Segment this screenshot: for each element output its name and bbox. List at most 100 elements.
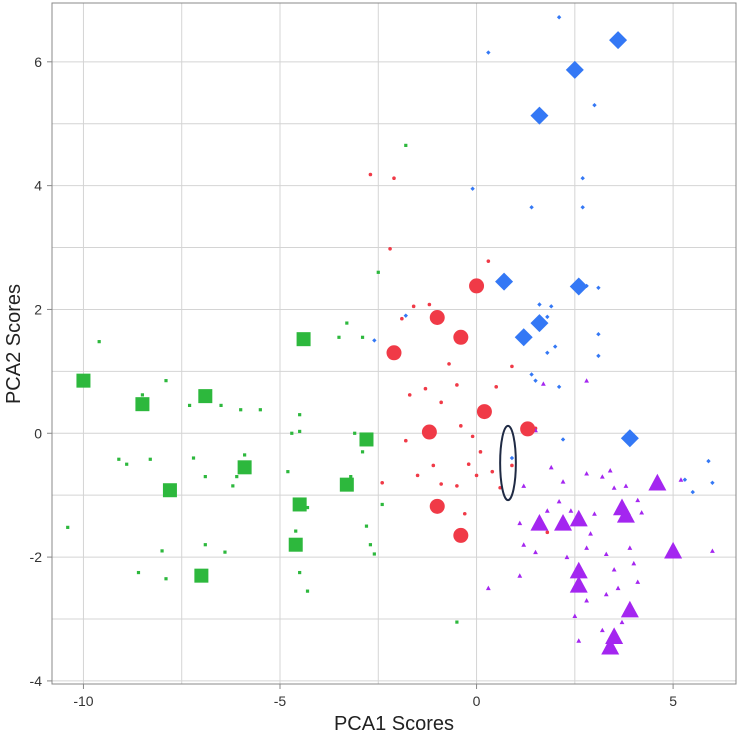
point-circle-small-6 xyxy=(455,383,459,387)
point-diamond-small-12 xyxy=(596,332,601,337)
point-triangle-small-22 xyxy=(603,591,609,597)
point-diamond-small-25 xyxy=(372,338,377,343)
point-triangle-small-24 xyxy=(584,598,590,603)
point-square-small-24 xyxy=(298,570,302,575)
point-square-small-19 xyxy=(258,408,262,412)
point-triangle-large-6 xyxy=(664,541,683,559)
point-square-small-33 xyxy=(372,552,376,556)
point-diamond-large-4 xyxy=(569,277,588,296)
point-square-small-5 xyxy=(148,457,152,461)
point-triangle-small-13 xyxy=(517,520,523,526)
point-square-small-32 xyxy=(368,543,373,547)
grid-lines xyxy=(52,3,736,684)
point-square-small-34 xyxy=(376,270,380,274)
point-triangle-small-8 xyxy=(639,510,645,515)
point-diamond-large-3 xyxy=(495,272,514,291)
point-diamond-large-6 xyxy=(514,328,533,347)
point-diamond-small-22 xyxy=(690,489,695,495)
point-triangle-large-3 xyxy=(569,509,588,527)
point-triangle-small-38 xyxy=(521,483,527,488)
point-triangle-large-2 xyxy=(616,505,635,523)
point-triangle-small-23 xyxy=(615,585,621,591)
point-square-small-37 xyxy=(66,525,70,529)
point-circle-small-9 xyxy=(439,400,443,405)
point-square-small-3 xyxy=(136,570,141,575)
point-square-small-2 xyxy=(125,462,129,466)
point-triangle-small-29 xyxy=(635,579,641,584)
point-circle-large-1 xyxy=(429,309,445,325)
point-circle-small-27 xyxy=(545,530,550,535)
point-circle-small-11 xyxy=(415,473,420,478)
tick-labels: -10 -5 0 5 -4 -2 0 2 4 6 xyxy=(30,54,678,709)
point-square-small-35 xyxy=(380,502,384,507)
point-triangle-large-8 xyxy=(569,575,588,593)
point-diamond-small-21 xyxy=(706,458,711,464)
point-triangle-small-4 xyxy=(599,474,605,479)
point-triangle-small-30 xyxy=(678,477,684,482)
point-triangle-small-15 xyxy=(533,549,538,555)
point-square-small-23 xyxy=(298,429,302,434)
point-square-small-18 xyxy=(243,453,247,457)
point-circle-small-0 xyxy=(368,172,373,177)
point-triangle-small-35 xyxy=(517,573,523,578)
point-square-small-10 xyxy=(191,456,196,460)
point-circle-small-8 xyxy=(407,393,412,397)
point-diamond-small-1 xyxy=(486,50,491,55)
point-diamond-small-18 xyxy=(556,384,562,390)
point-square-large-9 xyxy=(339,477,354,492)
y-tick-label-1: -2 xyxy=(30,549,43,565)
point-triangle-small-18 xyxy=(603,551,609,557)
point-circle-small-25 xyxy=(380,480,385,485)
point-square-small-0 xyxy=(97,340,101,344)
point-square-small-39 xyxy=(404,143,408,147)
point-diamond-small-0 xyxy=(556,15,562,20)
point-triangle-small-31 xyxy=(710,548,715,553)
point-circle-small-17 xyxy=(478,450,483,454)
x-tick-label-1: -5 xyxy=(274,693,287,709)
point-triangle-large-5 xyxy=(530,514,549,531)
point-circle-small-16 xyxy=(466,462,471,467)
point-diamond-small-15 xyxy=(596,353,601,359)
point-circle-small-28 xyxy=(474,473,479,478)
point-triangle-small-26 xyxy=(576,638,582,643)
point-circle-small-15 xyxy=(470,434,475,439)
point-diamond-large-5 xyxy=(530,314,549,333)
point-circle-small-4 xyxy=(427,302,432,307)
plot-frame xyxy=(51,2,737,685)
point-square-small-25 xyxy=(305,505,310,510)
point-triangle-small-27 xyxy=(599,627,605,633)
point-circle-large-3 xyxy=(453,329,469,345)
point-circle-small-18 xyxy=(490,469,495,474)
y-tick-label-2: 0 xyxy=(34,425,42,441)
point-square-small-20 xyxy=(286,470,290,474)
y-tick-label-3: 2 xyxy=(34,301,42,317)
highlight-ellipse xyxy=(499,424,517,502)
point-circle-small-24 xyxy=(462,511,467,516)
point-circle-large-4 xyxy=(476,404,492,420)
point-square-large-1 xyxy=(135,397,150,412)
point-triangle-small-32 xyxy=(540,381,546,386)
point-triangle-large-0 xyxy=(648,473,667,491)
point-diamond-small-8 xyxy=(549,304,554,309)
point-triangle-small-12 xyxy=(544,508,550,513)
point-square-small-29 xyxy=(349,475,353,479)
point-diamond-small-2 xyxy=(592,102,597,108)
point-diamond-small-26 xyxy=(509,455,515,461)
point-square-small-26 xyxy=(305,589,310,593)
point-triangle-small-7 xyxy=(635,497,641,503)
point-square-small-12 xyxy=(203,475,207,479)
point-square-small-40 xyxy=(364,524,369,528)
x-tick-label-3: 5 xyxy=(669,693,677,709)
point-circle-small-3 xyxy=(411,304,416,309)
point-circle-small-13 xyxy=(439,482,443,486)
point-square-small-36 xyxy=(298,413,302,417)
point-triangle-small-9 xyxy=(592,511,597,516)
point-diamond-small-9 xyxy=(545,314,550,320)
point-square-large-5 xyxy=(237,460,252,475)
point-triangle-small-5 xyxy=(611,485,617,490)
point-square-small-6 xyxy=(160,549,164,553)
point-diamond-small-24 xyxy=(403,313,408,318)
point-circle-small-19 xyxy=(510,463,514,468)
y-tick-label-4: 4 xyxy=(34,178,42,194)
